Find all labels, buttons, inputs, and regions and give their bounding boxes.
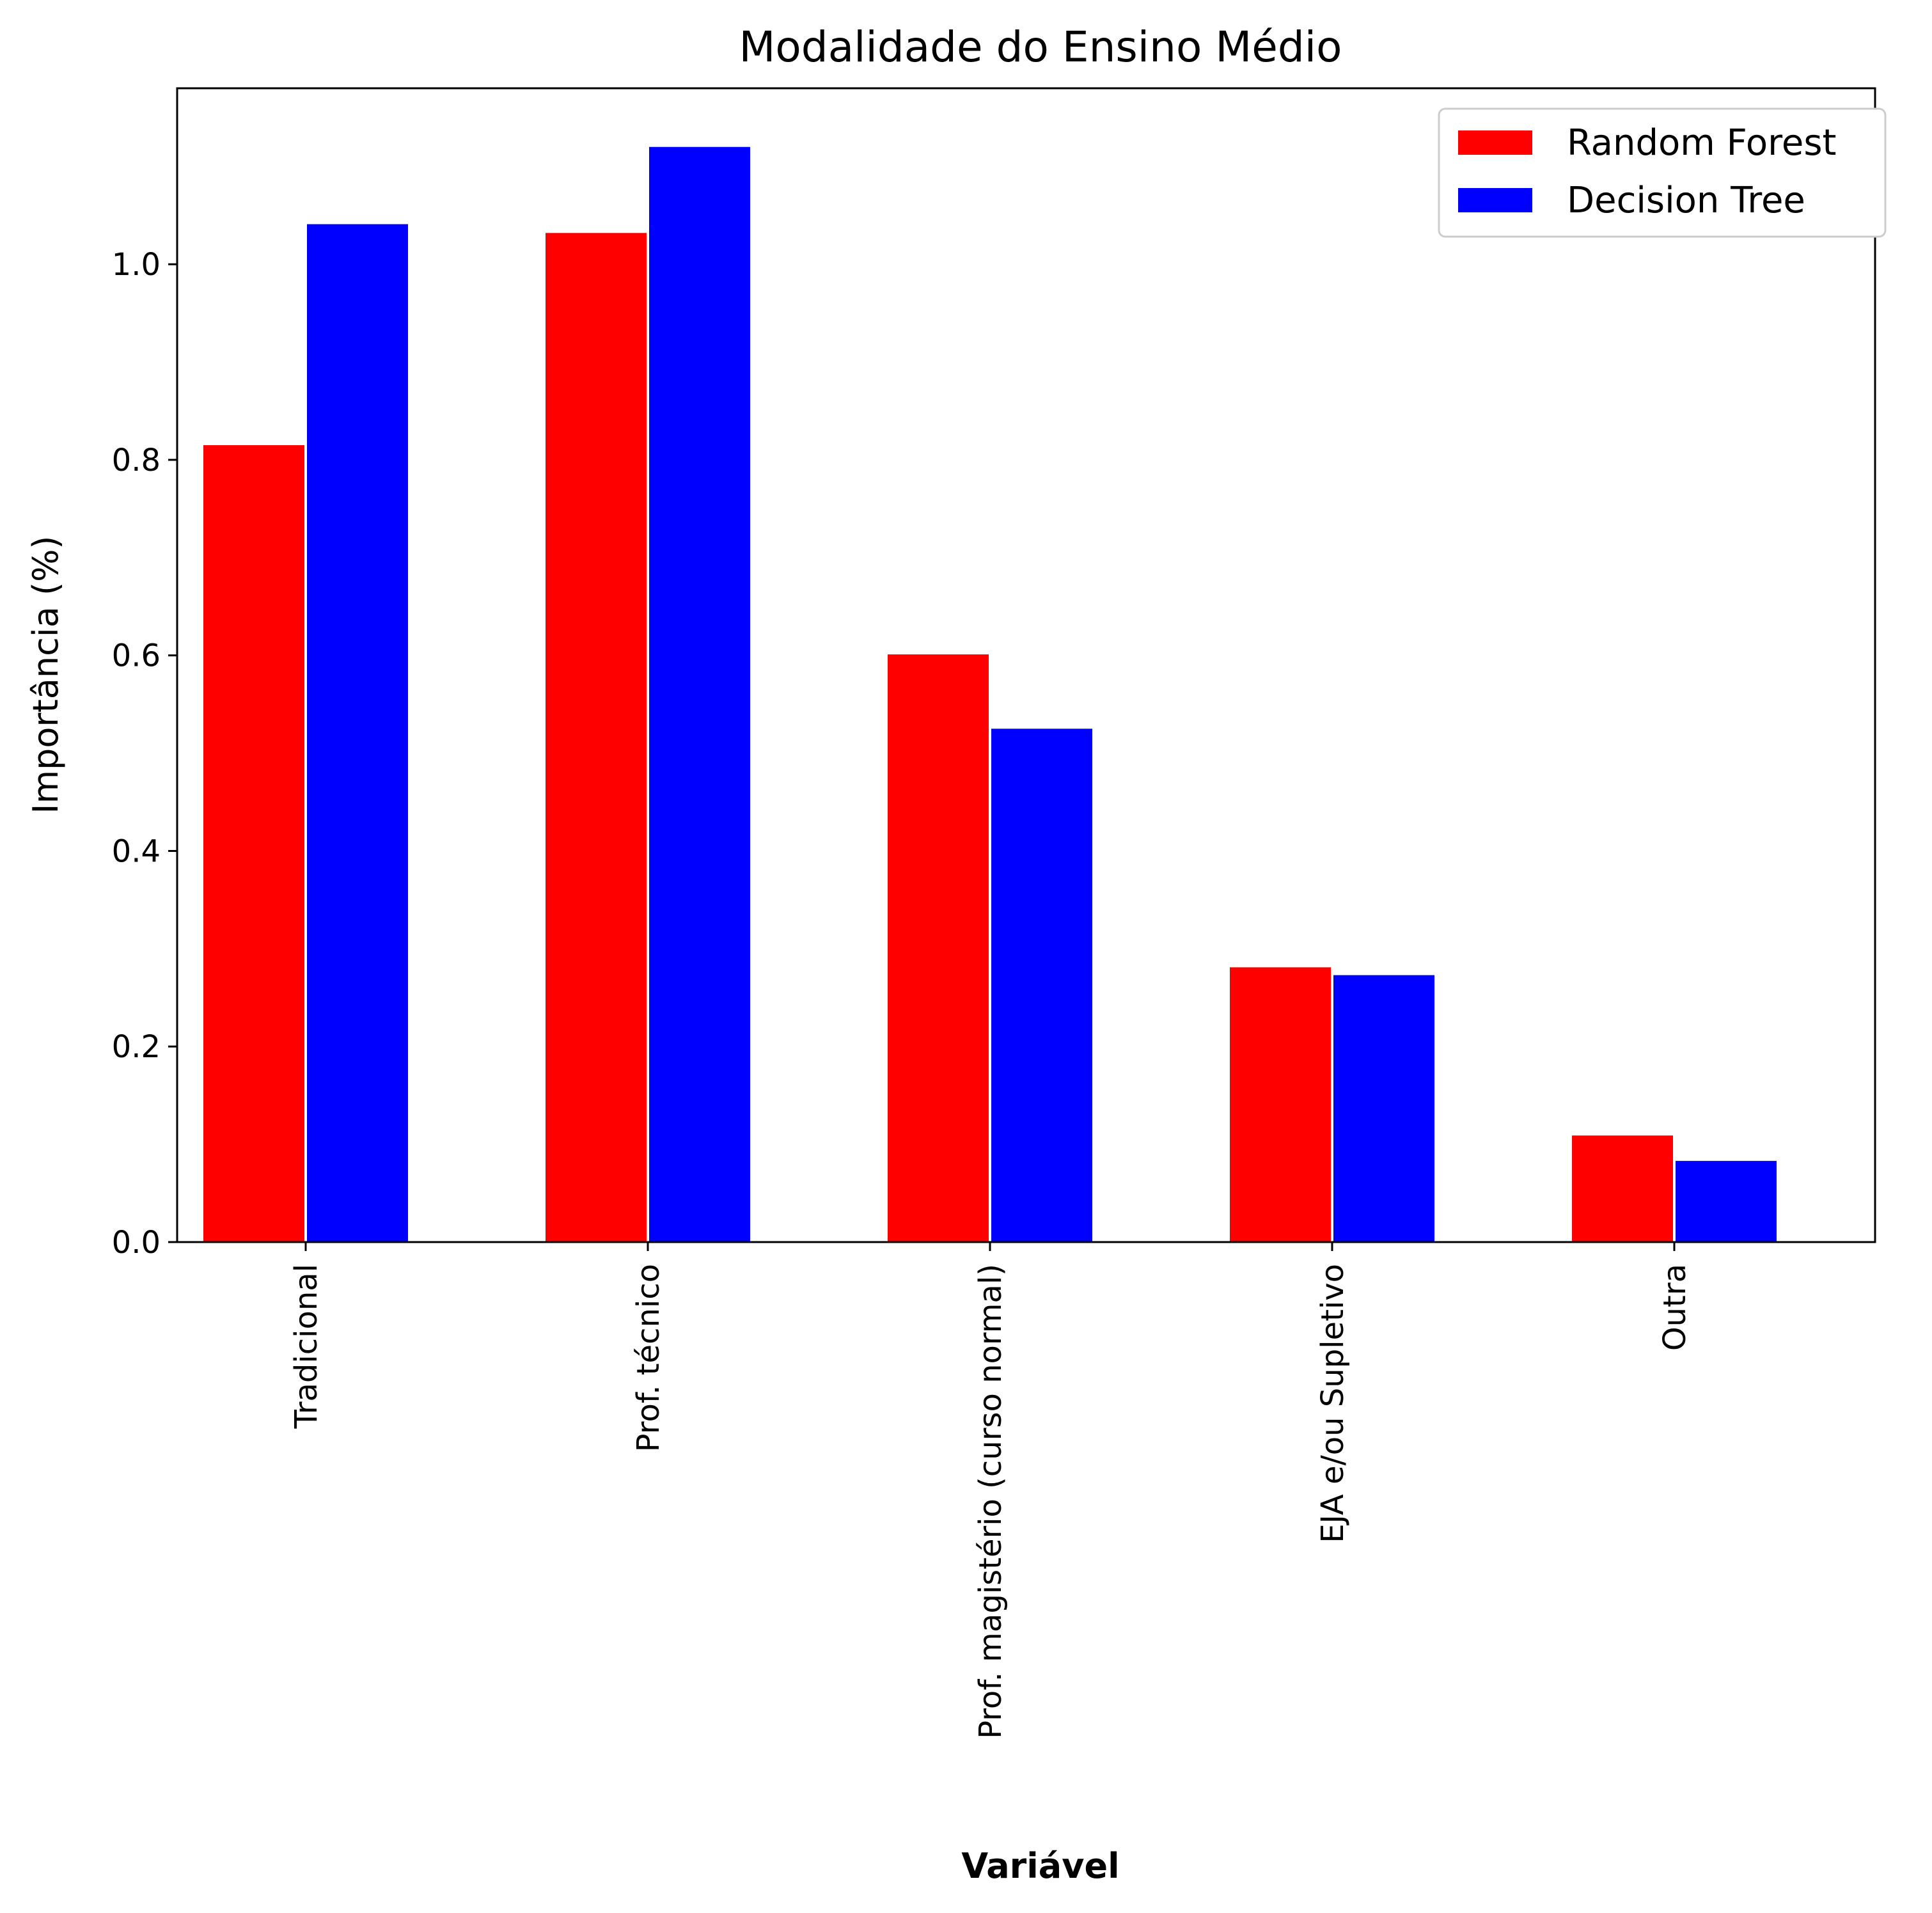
y-tick-label: 0.8 [112,443,161,478]
x-tick-label-prof-tecnico: Prof. técnico [631,1264,666,1452]
bar-decision-tree-outra [1676,1161,1777,1242]
bar-random-forest-prof-tecnico [546,233,647,1242]
y-tick-label: 0.2 [112,1029,161,1065]
x-tick-label-prof-magisterio-curso-normal: Prof. magistério (curso normal) [973,1264,1009,1739]
x-tick-label-outra: Outra [1657,1264,1693,1351]
bar-random-forest-tradicional [203,445,304,1242]
bar-decision-tree-tradicional [307,224,408,1242]
bar-decision-tree-prof-magisterio-curso-normal [991,728,1092,1242]
legend-label-random-forest: Random Forest [1567,122,1837,164]
plot-frame [176,87,1876,1243]
legend-frame [1438,107,1887,238]
chart-title: Modalidade do Ensino Médio [739,22,1342,72]
bar-random-forest-outra [1572,1135,1673,1242]
legend: Random Forest Decision Tree [1438,107,1887,238]
y-tick-label: 0.0 [112,1225,161,1261]
x-tick-label-eja-e-ou-supletivo: EJA e/ou Supletivo [1315,1264,1351,1543]
y-tick-label: 0.4 [112,833,161,869]
legend-swatch-decision-tree [1458,188,1532,212]
x-axis-ticks: Tradicional Prof. técnico Prof. magistério… [288,1242,1693,1739]
y-tick-label: 0.6 [112,638,161,674]
bar-random-forest-eja-e-ou-supletivo [1230,967,1331,1242]
bar-decision-tree-prof-tecnico [649,146,750,1243]
bar-decision-tree-eja-e-ou-supletivo [1333,975,1434,1242]
bar-random-forest-prof-magisterio-curso-normal [888,654,989,1242]
y-axis-label: Importância (%) [26,536,66,814]
bars-group [203,146,1777,1243]
y-axis-ticks: 0.0 0.2 0.4 0.6 0.8 1.0 [112,247,177,1261]
y-tick-label: 1.0 [112,247,161,283]
x-axis-label: Variável [961,1846,1119,1886]
legend-swatch-random-forest [1458,130,1532,155]
x-tick-label-tradicional: Tradicional [288,1264,324,1429]
legend-label-decision-tree: Decision Tree [1567,180,1805,221]
